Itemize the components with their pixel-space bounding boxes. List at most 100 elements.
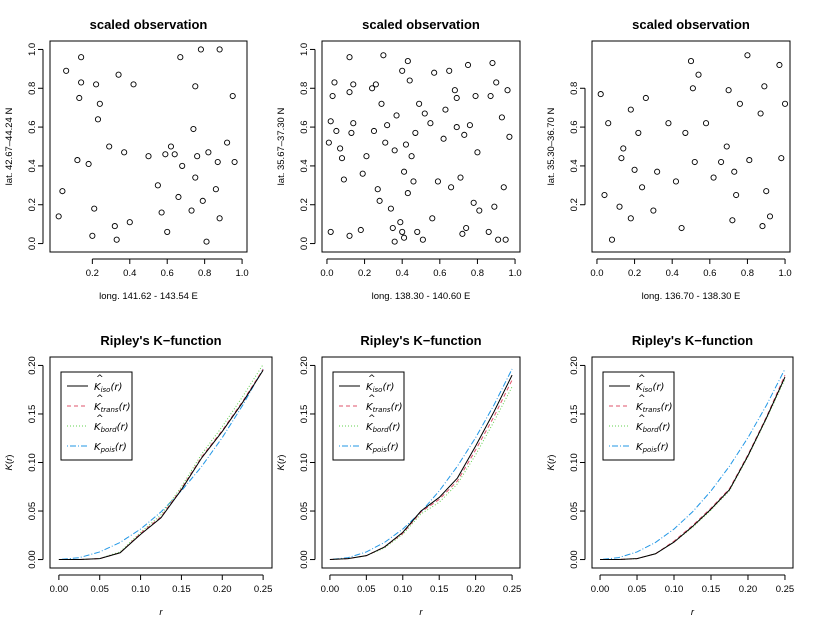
data-point <box>115 71 122 78</box>
data-point <box>231 158 238 166</box>
data-point <box>350 81 357 88</box>
data-point <box>489 59 496 67</box>
data-point <box>782 100 789 107</box>
data-point <box>214 158 221 166</box>
x-tick-label: 0.20 <box>466 584 485 595</box>
data-point <box>194 153 201 160</box>
data-point <box>759 223 766 230</box>
y-tick-label: 0.10 <box>299 453 310 472</box>
data-point <box>380 52 387 59</box>
data-point <box>399 228 406 235</box>
data-point <box>175 193 182 201</box>
x-axis-title: long. 138.30 - 140.60 E <box>372 291 471 302</box>
data-point <box>631 166 638 173</box>
data-point <box>620 145 627 152</box>
y-tick-label: 1.0 <box>299 43 310 56</box>
y-tick-label: 0.4 <box>299 159 310 172</box>
data-point <box>393 112 400 119</box>
data-point <box>616 203 623 210</box>
legend: ^Kiso(r)^Ktrans(r)^Kbord(r)Kpois(r) <box>60 371 133 461</box>
data-point <box>453 124 460 131</box>
y-axis-title: lat. 35.30–36.70 N <box>546 108 557 186</box>
y-axis-title: lat. 42.67–44.24 N <box>4 108 15 186</box>
data-point <box>650 207 657 214</box>
x-tick-label: 0.00 <box>321 584 340 595</box>
y-tick-label: 0.6 <box>569 120 580 133</box>
data-point <box>597 91 604 98</box>
y-tick-label: 0.0 <box>299 237 310 250</box>
data-point <box>55 213 62 220</box>
data-point <box>763 188 770 195</box>
x-tick-label: 0.10 <box>665 584 684 595</box>
y-tick-label: 0.6 <box>299 120 310 133</box>
panel-1: scaled observation 0.2 0.4 0.6 0.8 1.0 0.0 0.2 0… <box>4 17 249 302</box>
data-point <box>401 168 408 175</box>
x-tick-label: 0.05 <box>90 584 109 595</box>
legend-hat: ^ <box>638 374 646 384</box>
data-point <box>733 191 740 199</box>
y-axis-title: K(r) <box>4 455 15 471</box>
x-tick-label: 1.0 <box>508 268 521 279</box>
data-point <box>440 135 447 142</box>
legend-label-bord: Kbord(r) <box>636 422 671 434</box>
data-point <box>391 238 398 245</box>
data-point <box>710 174 717 181</box>
data-point <box>429 215 436 222</box>
x-tick-label: 0.6 <box>161 268 174 279</box>
x-tick-label: 0.2 <box>86 268 99 279</box>
y-tick-label: 0.4 <box>569 159 580 172</box>
data-point <box>412 129 419 136</box>
data-point <box>725 87 732 94</box>
data-point <box>357 226 364 234</box>
plot-frame <box>321 356 521 569</box>
data-point <box>464 61 472 69</box>
x-tick-label: 1.0 <box>778 268 791 279</box>
data-point <box>672 178 680 185</box>
data-point <box>329 92 336 100</box>
data-point <box>212 186 219 193</box>
data-point <box>338 155 346 162</box>
data-point <box>346 232 353 239</box>
legend-label-trans: Ktrans(r) <box>366 402 402 414</box>
data-point <box>337 145 344 152</box>
data-point <box>665 120 672 127</box>
data-point <box>188 207 195 214</box>
data-point <box>723 143 730 150</box>
legend-box <box>332 371 405 461</box>
data-point <box>171 151 178 158</box>
data-point <box>729 217 736 224</box>
x-axis-title: r <box>691 607 695 618</box>
y-tick-label: 0.20 <box>299 356 310 375</box>
legend-label-trans: Ktrans(r) <box>94 402 130 414</box>
data-point <box>389 224 396 232</box>
data-point <box>695 71 702 78</box>
data-point <box>461 131 468 138</box>
y-tick-label: 0.05 <box>299 502 310 521</box>
data-point <box>618 155 625 162</box>
data-point <box>761 83 768 90</box>
legend-box <box>602 371 675 461</box>
series-line-iso <box>58 370 264 561</box>
data-point <box>205 149 212 156</box>
data-point <box>89 232 96 239</box>
y-tick-label: 0.00 <box>299 550 310 569</box>
plot-frame <box>49 356 273 569</box>
data-point <box>487 92 494 100</box>
data-point <box>78 79 85 86</box>
legend-hat: ^ <box>368 414 376 424</box>
x-tick-label: 0.25 <box>254 584 273 595</box>
data-point <box>130 81 137 88</box>
x-tick-label: 0.0 <box>320 268 333 279</box>
data-point <box>164 228 171 235</box>
y-tick-label: 0.05 <box>569 502 580 521</box>
data-point <box>731 168 738 175</box>
data-point <box>427 120 434 127</box>
legend-label-pois: Kpois(r) <box>366 442 399 454</box>
data-point <box>192 174 199 181</box>
data-point <box>453 94 460 102</box>
x-tick-label: 0.15 <box>172 584 191 595</box>
y-axis-title: lat. 35.67–37.30 N <box>276 108 287 186</box>
x-tick-label: 0.20 <box>213 584 232 595</box>
data-point <box>340 176 347 183</box>
